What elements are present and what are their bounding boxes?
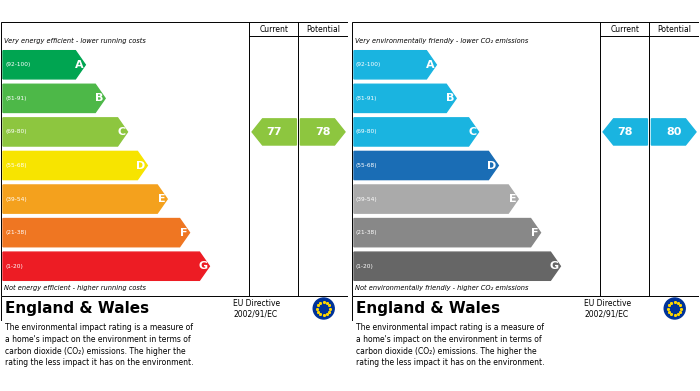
Circle shape <box>664 298 685 319</box>
Text: (1-20): (1-20) <box>5 264 23 269</box>
Text: Potential: Potential <box>306 25 340 34</box>
Text: B: B <box>94 93 103 103</box>
Text: Not energy efficient - higher running costs: Not energy efficient - higher running co… <box>4 285 146 291</box>
Text: Very energy efficient - lower running costs: Very energy efficient - lower running co… <box>4 38 146 44</box>
Text: (81-91): (81-91) <box>356 96 377 101</box>
Polygon shape <box>3 219 190 247</box>
Text: (21-38): (21-38) <box>5 230 27 235</box>
Text: Environmental Impact (CO₂) Rating: Environmental Impact (CO₂) Rating <box>359 5 592 18</box>
Polygon shape <box>354 252 561 280</box>
Polygon shape <box>3 118 127 146</box>
Polygon shape <box>3 151 147 179</box>
Text: (55-68): (55-68) <box>356 163 377 168</box>
Text: The environmental impact rating is a measure of
a home's impact on the environme: The environmental impact rating is a mea… <box>356 323 545 368</box>
Text: (55-68): (55-68) <box>5 163 27 168</box>
Polygon shape <box>354 219 540 247</box>
Text: Current: Current <box>610 25 639 34</box>
Text: (92-100): (92-100) <box>5 62 30 67</box>
Text: The environmental impact rating is a measure of
a home's impact on the environme: The environmental impact rating is a mea… <box>5 323 193 368</box>
Text: Very environmentally friendly - lower CO₂ emissions: Very environmentally friendly - lower CO… <box>355 38 528 44</box>
Text: Current: Current <box>259 25 288 34</box>
Polygon shape <box>252 119 296 145</box>
Circle shape <box>313 298 334 319</box>
Text: 78: 78 <box>316 127 331 137</box>
Text: E: E <box>158 194 165 204</box>
Text: (81-91): (81-91) <box>5 96 27 101</box>
Polygon shape <box>300 119 345 145</box>
Text: C: C <box>468 127 477 137</box>
Polygon shape <box>652 119 696 145</box>
Text: F: F <box>531 228 538 238</box>
Polygon shape <box>354 84 456 113</box>
Text: Potential: Potential <box>657 25 691 34</box>
Text: England & Wales: England & Wales <box>356 301 500 316</box>
Polygon shape <box>354 185 518 213</box>
Text: F: F <box>180 228 188 238</box>
Text: A: A <box>75 60 83 70</box>
Text: 80: 80 <box>666 127 682 137</box>
Polygon shape <box>3 252 209 280</box>
Polygon shape <box>354 118 479 146</box>
Text: (92-100): (92-100) <box>356 62 382 67</box>
Text: (39-54): (39-54) <box>356 197 378 202</box>
Text: (1-20): (1-20) <box>356 264 374 269</box>
Text: England & Wales: England & Wales <box>5 301 149 316</box>
Text: A: A <box>426 60 434 70</box>
Text: Energy Efficiency Rating: Energy Efficiency Rating <box>8 5 170 18</box>
Text: 78: 78 <box>617 127 633 137</box>
Text: B: B <box>446 93 454 103</box>
Text: (69-80): (69-80) <box>5 129 27 135</box>
Text: D: D <box>487 160 496 170</box>
Polygon shape <box>3 84 105 113</box>
Text: G: G <box>550 261 559 271</box>
Polygon shape <box>3 185 167 213</box>
Text: G: G <box>198 261 207 271</box>
Text: (69-80): (69-80) <box>356 129 377 135</box>
Polygon shape <box>354 151 498 179</box>
Text: 77: 77 <box>266 127 281 137</box>
Polygon shape <box>603 119 648 145</box>
Text: (21-38): (21-38) <box>356 230 377 235</box>
Polygon shape <box>3 51 85 79</box>
Text: EU Directive
2002/91/EC: EU Directive 2002/91/EC <box>584 299 631 318</box>
Text: EU Directive
2002/91/EC: EU Directive 2002/91/EC <box>234 299 281 318</box>
Text: E: E <box>509 194 516 204</box>
Text: Not environmentally friendly - higher CO₂ emissions: Not environmentally friendly - higher CO… <box>355 285 528 291</box>
Polygon shape <box>354 51 436 79</box>
Text: C: C <box>118 127 125 137</box>
Text: D: D <box>136 160 146 170</box>
Text: (39-54): (39-54) <box>5 197 27 202</box>
